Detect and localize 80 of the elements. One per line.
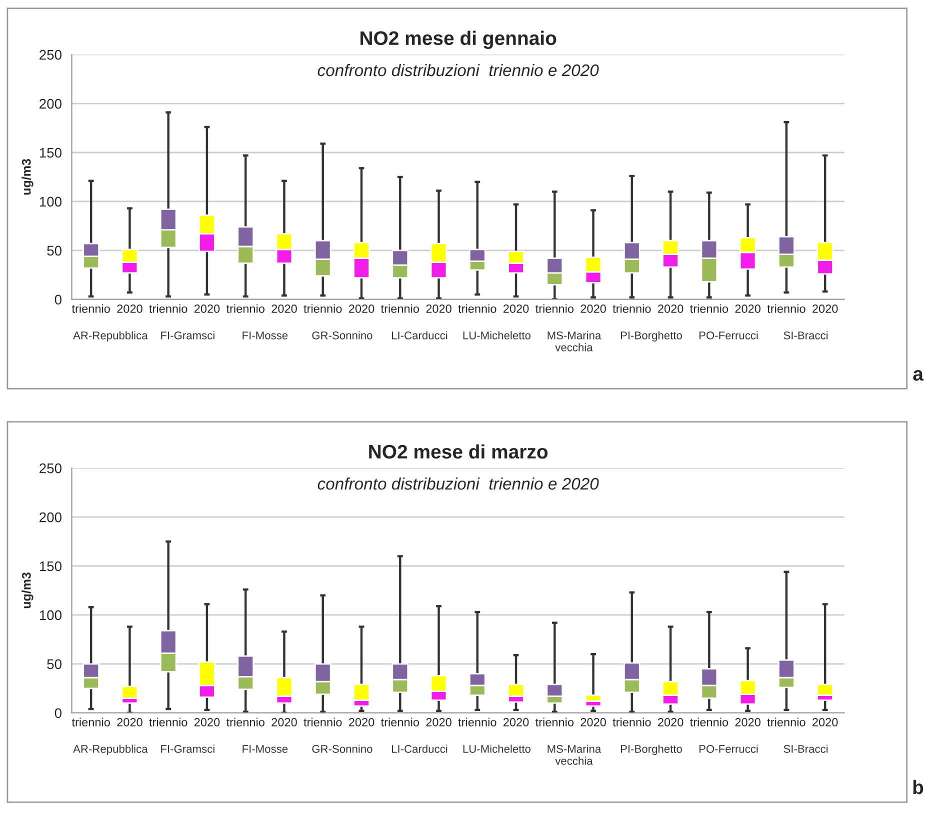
text: 2020	[348, 304, 374, 313]
x-tick-label: AR-Repubblica	[73, 331, 148, 342]
x-tick-label: PI-Borghetto	[620, 331, 682, 342]
text: 2020	[658, 718, 684, 726]
chart-title: NO2 mese di gennaio	[360, 30, 556, 49]
text: 2020	[735, 718, 760, 726]
y-tick-label: 150	[40, 148, 62, 158]
text: triennio	[767, 718, 806, 726]
y-tick-label: 50	[47, 659, 62, 670]
text: 2020	[812, 304, 838, 313]
text: 2020	[194, 718, 220, 726]
x-tick-label: MS-Marina vecchia	[548, 331, 602, 352]
chart-subtitle: confronto distribuzioni triennio e 2020	[318, 477, 599, 490]
text: triennio	[149, 304, 188, 313]
text: triennio	[304, 304, 342, 313]
text: 2020	[658, 304, 684, 313]
x-tick-label: PO-Ferrucci	[699, 744, 758, 753]
x-tick-label: SI-Bracci	[784, 744, 828, 753]
y-tick-label: 200	[40, 98, 62, 109]
x-tick-label: GR-Sonnino	[312, 331, 372, 340]
text: 2020	[426, 718, 452, 726]
text: 2020	[272, 304, 297, 313]
y-axis-title: ug/m3	[22, 159, 34, 195]
y-tick-label: 150	[40, 561, 62, 572]
y-tick-label: 50	[47, 246, 62, 256]
chart-title: NO2 mese di marzo	[369, 444, 548, 459]
y-axis-title: ug/m3	[22, 572, 34, 608]
text: triennio	[304, 718, 342, 726]
text: 2020	[272, 718, 297, 726]
text: triennio	[226, 718, 264, 726]
text: 2020	[426, 304, 452, 313]
x-tick-label: PO-Ferrucci	[699, 331, 758, 340]
text: 2020	[348, 718, 374, 726]
text: triennio	[767, 304, 806, 313]
text: triennio	[380, 718, 419, 726]
text: triennio	[149, 718, 188, 726]
x-tick-label: FI-Gramsci	[161, 744, 214, 753]
x-tick-label: FI-Mosse	[242, 332, 288, 340]
chart-subtitle: confronto distribuzioni triennio e 2020	[318, 64, 599, 76]
text: 2020	[812, 718, 838, 726]
x-tick-label: AR-Repubblica	[73, 744, 148, 756]
text: triennio	[612, 718, 651, 726]
y-tick-label: 250	[40, 50, 62, 60]
x-tick-label: FI-Mosse	[242, 745, 288, 753]
text: 2020	[194, 304, 220, 313]
y-tick-label: 250	[40, 463, 62, 474]
text: triennio	[690, 718, 728, 726]
text: triennio	[612, 304, 651, 313]
x-tick-label: LU-Micheletto	[463, 331, 531, 340]
series-label: triennio	[535, 304, 574, 313]
y-tick-label: 0	[54, 708, 62, 718]
y-tick-label: 200	[40, 512, 62, 522]
x-tick-label: MS-Marina vecchia	[548, 744, 602, 765]
x-tick-label: GR-Sonnino	[312, 744, 372, 753]
series-label: 2020	[580, 718, 606, 726]
text: triennio	[72, 718, 110, 726]
x-tick-label: PI-Borghetto	[620, 744, 682, 756]
y-tick-label: 100	[40, 196, 62, 207]
text: triennio	[690, 304, 728, 313]
text: 2020	[117, 304, 142, 313]
x-tick-label: LI-Carducci	[392, 744, 448, 753]
series-label: triennio	[535, 718, 574, 726]
text: triennio	[458, 718, 496, 726]
x-tick-label: FI-Gramsci	[161, 331, 214, 340]
text: 2020	[735, 304, 760, 313]
x-tick-label: LU-Micheletto	[463, 744, 531, 753]
text: triennio	[458, 304, 496, 313]
text: 2020	[117, 718, 142, 726]
text: 2020	[503, 304, 529, 313]
series-label: 2020	[580, 304, 606, 313]
y-tick-label: 100	[40, 610, 62, 620]
text: a	[913, 370, 924, 381]
text: triennio	[380, 304, 419, 313]
x-tick-label: LI-Carducci	[392, 331, 448, 340]
text: triennio	[72, 304, 110, 313]
x-tick-label: SI-Bracci	[784, 331, 828, 340]
text: triennio	[226, 304, 264, 313]
text: 2020	[503, 718, 529, 726]
y-tick-label: 0	[54, 294, 62, 305]
text: b	[913, 780, 924, 794]
